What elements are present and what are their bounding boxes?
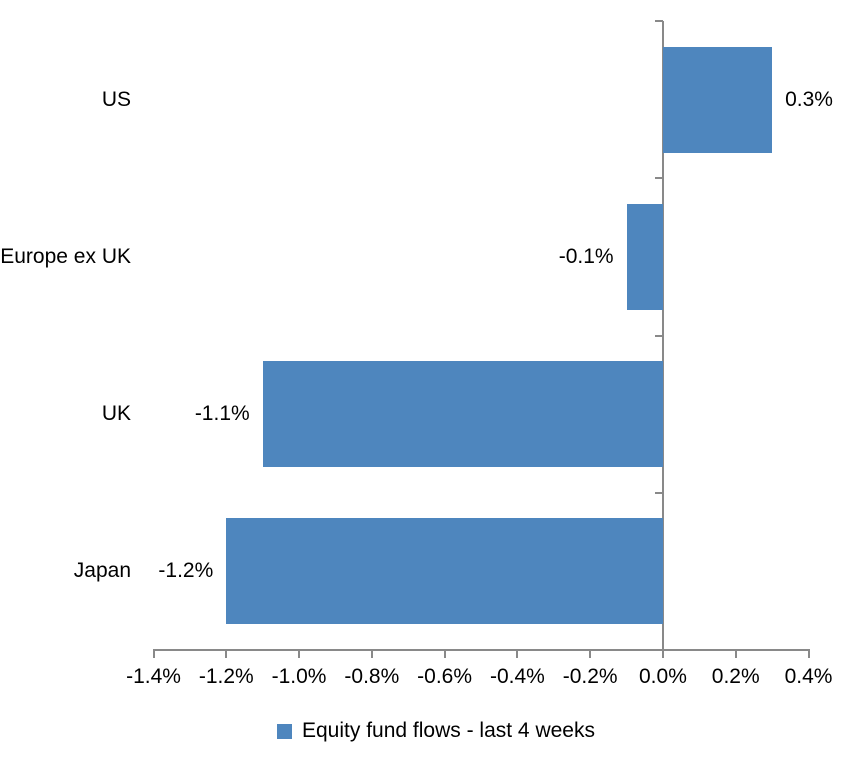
category-label-uk: UK [101,402,131,426]
bar-japan [226,518,663,625]
x-axis-tick [589,650,592,658]
bar-us [662,46,773,153]
bar-uk [262,361,663,468]
legend-swatch-icon [277,723,292,739]
legend-label: Equity fund flows - last 4 weeks [302,719,595,742]
x-axis-tick [443,650,446,658]
data-label-japan: -1.2% [158,559,214,583]
x-axis-tick [807,650,810,658]
category-axis-tick [654,177,663,180]
x-axis-tick [152,650,155,658]
bar-europe-ex-uk [626,203,663,310]
category-axis-line [661,21,664,650]
x-axis-tick-label: -1.0% [271,665,327,688]
data-label-us: 0.3% [785,87,833,111]
x-axis-tick-label: -1.2% [198,665,254,688]
category-axis-tick [654,20,663,22]
x-axis-tick-label: -0.4% [489,665,545,688]
x-axis-tick-label: -0.8% [344,665,400,688]
x-axis-tick-label: 0.0% [639,665,687,688]
x-axis-tick-label: 0.4% [784,665,833,688]
x-axis-tick [225,650,228,658]
x-axis-tick [734,650,737,658]
x-axis-tick [298,650,301,658]
x-axis-tick [370,650,373,658]
x-axis-tick [516,650,519,658]
category-label-europe-ex-uk: Europe ex UK [0,244,131,268]
category-label-us: US [101,87,131,111]
data-label-europe-ex-uk: -0.1% [558,244,614,268]
x-axis-tick-label: -1.4% [126,665,181,688]
x-axis-tick-label: -0.6% [417,665,473,688]
legend: Equity fund flows - last 4 weeks [277,717,595,745]
category-axis-tick [654,491,663,494]
x-axis-tick-label: 0.2% [711,665,760,688]
category-axis-tick [654,334,663,337]
x-axis-tick-label: -0.2% [562,665,618,688]
x-axis-line [152,649,810,651]
x-axis-tick [661,650,664,658]
category-axis-tick [654,649,663,651]
data-label-uk: -1.1% [194,402,250,426]
category-label-japan: Japan [73,559,131,583]
